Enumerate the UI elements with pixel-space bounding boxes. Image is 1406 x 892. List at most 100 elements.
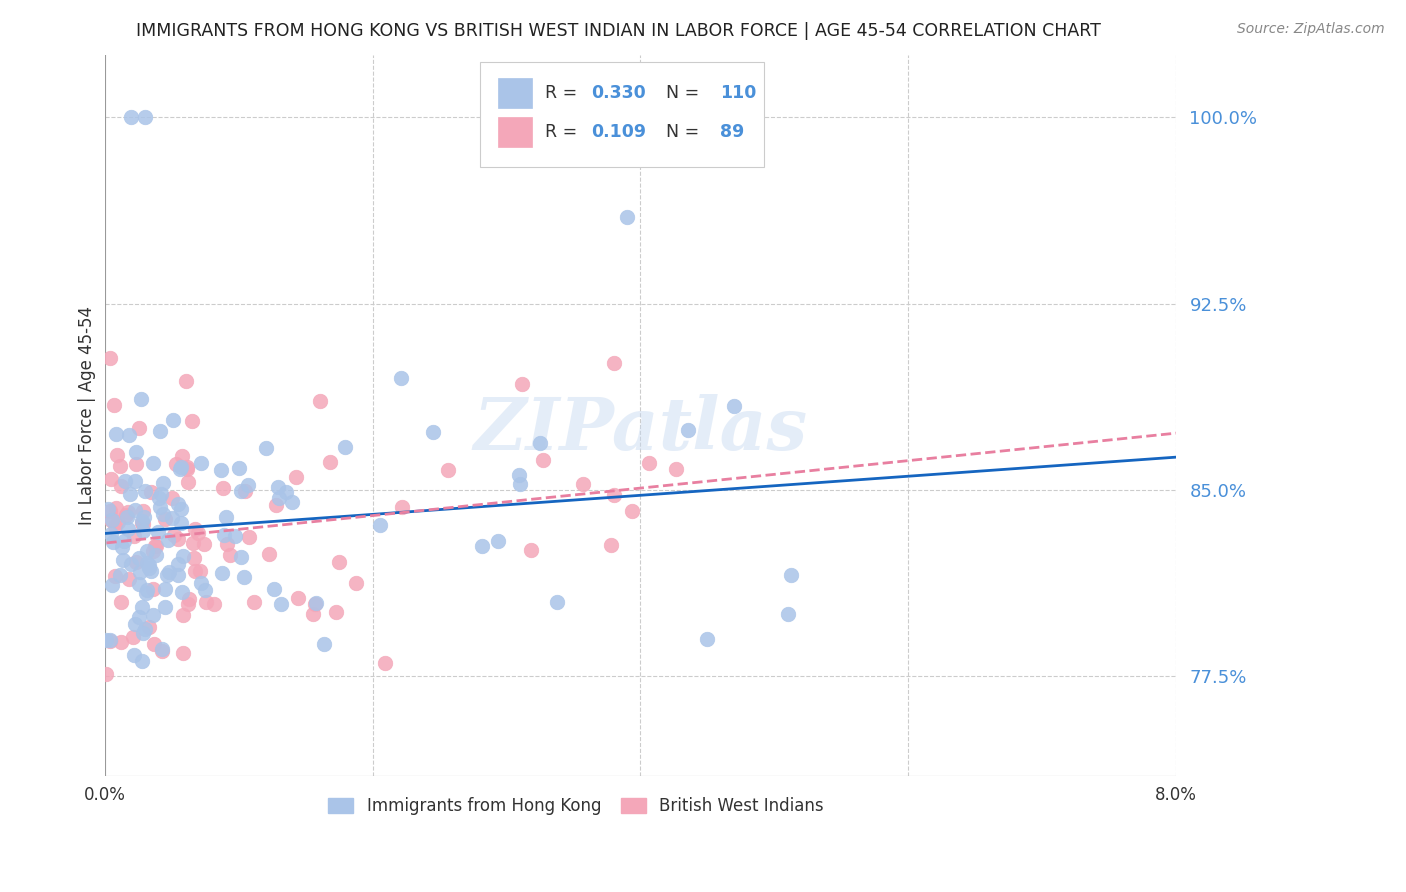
Point bbox=[509, 477, 531, 491]
Point bbox=[153, 599, 176, 614]
Point bbox=[287, 591, 309, 606]
Point bbox=[193, 537, 215, 551]
Point bbox=[486, 533, 509, 548]
Text: N =: N = bbox=[655, 123, 706, 141]
Point bbox=[114, 474, 136, 488]
Point bbox=[217, 536, 239, 550]
Point bbox=[150, 644, 173, 658]
Point bbox=[638, 456, 661, 470]
Point bbox=[368, 518, 391, 533]
Legend: Immigrants from Hong Kong, British West Indians: Immigrants from Hong Kong, British West … bbox=[322, 790, 831, 822]
Point bbox=[134, 110, 156, 124]
Point bbox=[146, 525, 169, 540]
Point bbox=[176, 460, 198, 475]
Point bbox=[665, 461, 688, 475]
Point bbox=[471, 540, 494, 554]
Point bbox=[267, 480, 290, 494]
Point bbox=[676, 423, 699, 437]
Point bbox=[135, 586, 157, 600]
Point bbox=[242, 595, 264, 609]
Point bbox=[212, 528, 235, 542]
Point bbox=[131, 516, 153, 530]
Point bbox=[120, 487, 142, 501]
Point bbox=[510, 377, 533, 392]
Point bbox=[422, 425, 444, 439]
Point bbox=[155, 512, 177, 526]
Point bbox=[108, 458, 131, 473]
Text: IMMIGRANTS FROM HONG KONG VS BRITISH WEST INDIAN IN LABOR FORCE | AGE 45-54 CORR: IMMIGRANTS FROM HONG KONG VS BRITISH WES… bbox=[136, 22, 1101, 40]
Point bbox=[172, 549, 194, 563]
Point bbox=[215, 510, 238, 524]
Point bbox=[780, 568, 803, 582]
Point bbox=[134, 622, 156, 636]
Point bbox=[98, 634, 121, 648]
Point bbox=[281, 495, 304, 509]
Point bbox=[187, 525, 209, 540]
Point bbox=[391, 500, 413, 514]
Point bbox=[129, 392, 152, 407]
Point bbox=[188, 564, 211, 578]
Point bbox=[325, 605, 347, 619]
Point bbox=[132, 504, 155, 518]
Point bbox=[132, 625, 155, 640]
Point bbox=[572, 477, 595, 491]
Point bbox=[389, 371, 412, 385]
Point bbox=[218, 548, 240, 562]
Point bbox=[103, 398, 125, 412]
Point bbox=[117, 572, 139, 586]
Point bbox=[224, 529, 246, 543]
Point bbox=[531, 452, 554, 467]
Point bbox=[232, 570, 254, 584]
Point bbox=[117, 521, 139, 535]
Point bbox=[174, 374, 197, 388]
Text: 0.330: 0.330 bbox=[591, 85, 645, 103]
Point bbox=[159, 565, 181, 579]
Point bbox=[150, 641, 173, 656]
Point bbox=[270, 597, 292, 611]
Point bbox=[172, 646, 194, 660]
Point bbox=[100, 513, 122, 527]
Point bbox=[132, 516, 155, 531]
Point bbox=[602, 488, 624, 502]
Point bbox=[333, 440, 356, 454]
Point bbox=[374, 657, 396, 671]
Point bbox=[107, 515, 129, 529]
FancyBboxPatch shape bbox=[498, 117, 533, 147]
Point bbox=[776, 607, 799, 622]
Point bbox=[136, 583, 159, 598]
Point bbox=[176, 461, 198, 475]
Text: 0.109: 0.109 bbox=[591, 123, 647, 141]
Point bbox=[148, 491, 170, 505]
Point bbox=[520, 543, 543, 558]
Point bbox=[166, 457, 188, 471]
Text: ZIPatlas: ZIPatlas bbox=[474, 394, 807, 466]
Point bbox=[131, 599, 153, 614]
Point bbox=[125, 445, 148, 459]
Point bbox=[209, 463, 232, 477]
Point bbox=[166, 568, 188, 582]
Point bbox=[103, 518, 125, 533]
Point bbox=[177, 592, 200, 607]
Point bbox=[128, 550, 150, 565]
Point bbox=[142, 543, 165, 558]
Point bbox=[143, 637, 166, 651]
Point bbox=[314, 637, 336, 651]
Point bbox=[142, 457, 165, 471]
Point bbox=[184, 522, 207, 536]
Point bbox=[98, 351, 121, 365]
Point bbox=[529, 436, 551, 450]
Point bbox=[122, 630, 145, 644]
Point bbox=[142, 582, 165, 597]
Point bbox=[264, 498, 287, 512]
Point bbox=[344, 576, 367, 591]
Point bbox=[110, 595, 132, 609]
Point bbox=[128, 577, 150, 591]
Point bbox=[328, 555, 350, 569]
Point bbox=[156, 567, 179, 582]
Point bbox=[96, 667, 118, 681]
Point bbox=[305, 595, 328, 609]
Point bbox=[142, 607, 165, 622]
Point bbox=[319, 455, 342, 469]
Point bbox=[228, 460, 250, 475]
Point bbox=[267, 491, 290, 506]
